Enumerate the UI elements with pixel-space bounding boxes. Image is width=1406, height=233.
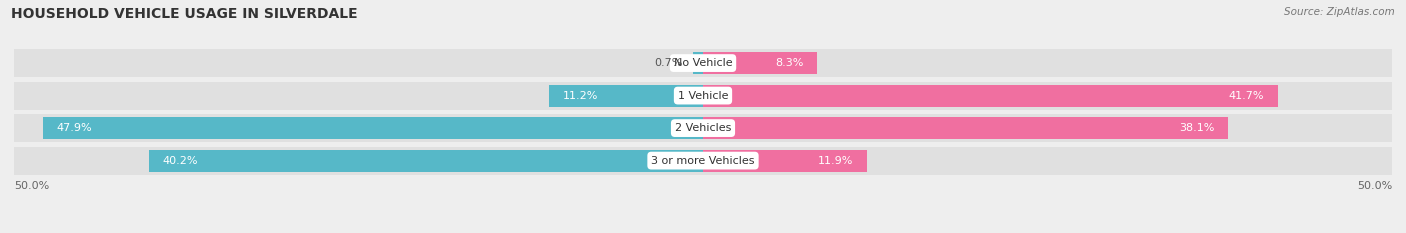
Bar [703, 150, 868, 172]
Text: 47.9%: 47.9% [56, 123, 93, 133]
Bar [14, 114, 1392, 142]
Text: 0.7%: 0.7% [654, 58, 682, 68]
Text: 50.0%: 50.0% [14, 181, 49, 191]
Text: HOUSEHOLD VEHICLE USAGE IN SILVERDALE: HOUSEHOLD VEHICLE USAGE IN SILVERDALE [11, 7, 359, 21]
Text: 50.0%: 50.0% [1357, 181, 1392, 191]
Text: 8.3%: 8.3% [775, 58, 804, 68]
Bar [14, 147, 1392, 175]
Text: 40.2%: 40.2% [163, 156, 198, 166]
Text: 2 Vehicles: 2 Vehicles [675, 123, 731, 133]
Text: 41.7%: 41.7% [1229, 91, 1264, 101]
Bar [548, 85, 703, 107]
Bar [693, 52, 703, 74]
Bar [14, 82, 1392, 110]
Text: 1 Vehicle: 1 Vehicle [678, 91, 728, 101]
Text: Source: ZipAtlas.com: Source: ZipAtlas.com [1284, 7, 1395, 17]
Text: No Vehicle: No Vehicle [673, 58, 733, 68]
Bar [44, 117, 703, 139]
Bar [14, 49, 1392, 77]
Text: 11.9%: 11.9% [818, 156, 853, 166]
Bar [703, 85, 1278, 107]
Bar [703, 117, 1227, 139]
Bar [149, 150, 703, 172]
Text: 11.2%: 11.2% [562, 91, 598, 101]
Bar [703, 52, 817, 74]
Text: 38.1%: 38.1% [1178, 123, 1215, 133]
Text: 3 or more Vehicles: 3 or more Vehicles [651, 156, 755, 166]
